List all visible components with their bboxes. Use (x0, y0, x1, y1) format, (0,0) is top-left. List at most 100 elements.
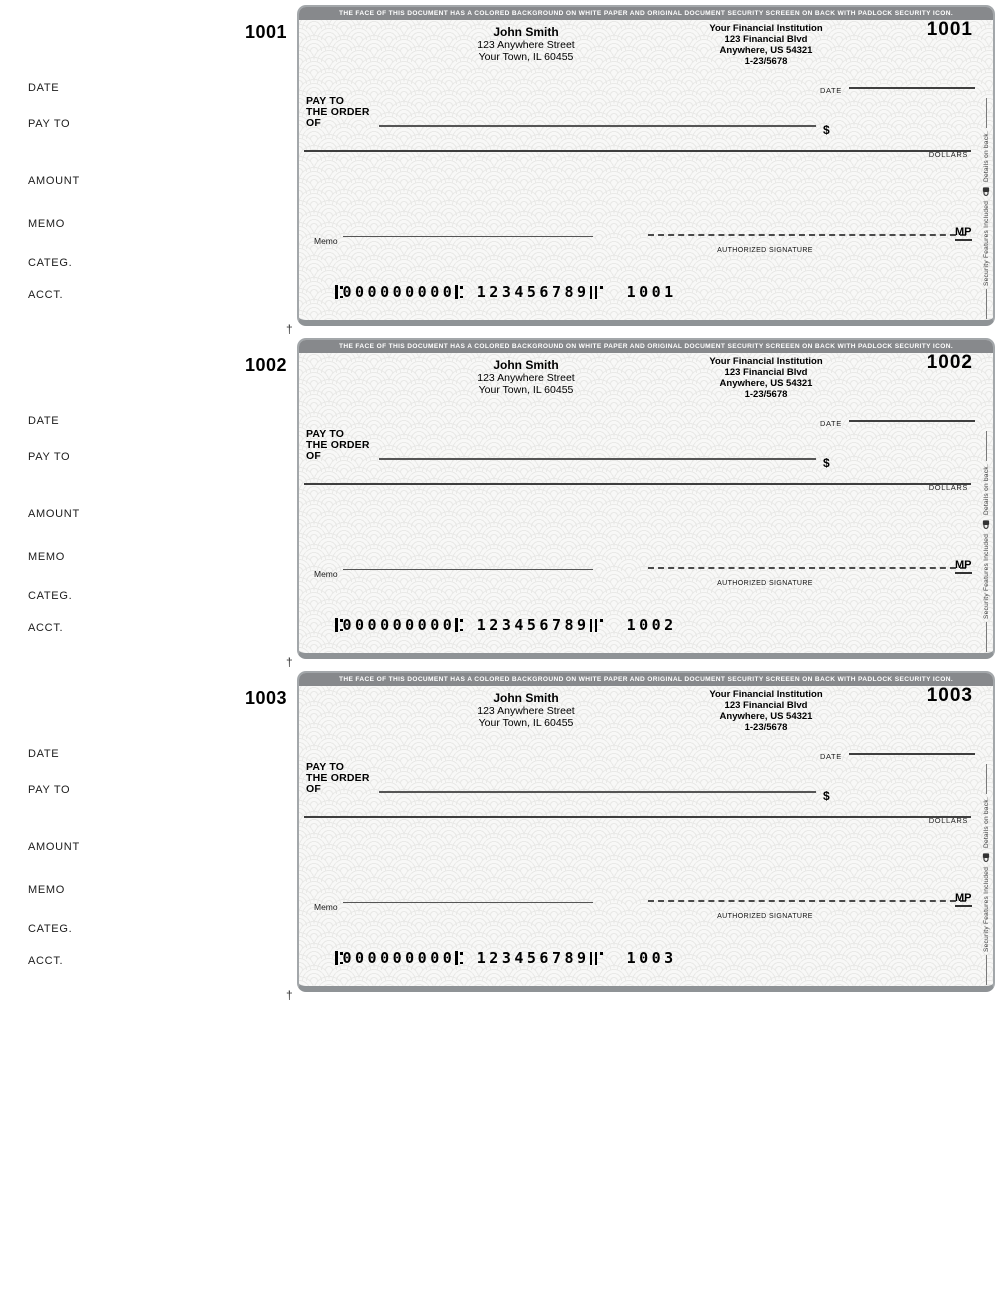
check-unit: 1002 DATE PAY TO AMOUNT MEMO CATEG. ACCT… (0, 338, 1000, 671)
stub-label-account: ACCT. (28, 955, 64, 967)
bank-address: 123 Financial Blvd (724, 367, 808, 378)
stub-label-category: CATEG. (28, 257, 73, 269)
micr-line: 000000000 123456789 1002 (335, 616, 677, 634)
security-strip: Security Features Included Details on bac… (981, 689, 992, 985)
details-on-back-text: Details on back. (983, 463, 990, 515)
bank-fraction: 1-23/5678 (744, 722, 788, 733)
strip-line (986, 289, 987, 319)
micr-routing-number: 000000000 (342, 949, 456, 967)
payee-line (379, 791, 816, 793)
micr-check-number: 1002 (626, 616, 677, 634)
date-line (849, 87, 975, 89)
account-holder-block: John Smith 123 Anywhere Street Your Town… (417, 358, 635, 397)
pay-to-line2: THE ORDER (306, 106, 370, 118)
micr-check-number: 1003 (626, 949, 677, 967)
stub-check-number: 1002 (244, 355, 287, 375)
stub-label-account: ACCT. (28, 289, 64, 301)
pay-to-line1: PAY TO (306, 95, 345, 107)
stub-label-account: ACCT. (28, 622, 64, 634)
pay-to-line2: THE ORDER (306, 772, 370, 784)
amount-words-line (304, 816, 971, 818)
bank-block: Your Financial Institution 123 Financial… (671, 689, 861, 733)
details-on-back-text: Details on back. (983, 796, 990, 848)
stub-label-memo: MEMO (28, 884, 66, 896)
account-holder-block: John Smith 123 Anywhere Street Your Town… (417, 692, 635, 730)
strip-line (986, 430, 987, 461)
dollar-sign: $ (823, 789, 830, 803)
bank-address: 123 Financial Blvd (724, 34, 808, 45)
micr-routing-number: 000000000 (342, 616, 456, 634)
microprint-mark: MP (955, 226, 972, 241)
bank-city: Anywhere, US 54321 (719, 711, 813, 722)
bank-fraction: 1-23/5678 (744, 389, 788, 400)
account-holder-name: John Smith (493, 358, 559, 372)
account-holder-address: 123 Anywhere Street (477, 705, 575, 717)
signature-line (648, 567, 966, 569)
amount-words-line (304, 483, 971, 485)
account-holder-address: 123 Anywhere Street (477, 39, 575, 51)
micr-line: 000000000 123456789 1001 (335, 283, 677, 301)
stub-label-memo: MEMO (28, 218, 66, 230)
bank-fraction: 1-23/5678 (744, 56, 788, 67)
date-label: DATE (820, 419, 842, 428)
microprint-mark: MP (955, 892, 972, 907)
amount-words-line (304, 150, 971, 152)
micr-routing-number: 000000000 (342, 283, 456, 301)
micr-transit-icon (455, 285, 463, 299)
stub-label-category: CATEG. (28, 590, 73, 602)
stub-label-amount: AMOUNT (28, 508, 80, 520)
authorized-signature-label: AUTHORIZED SIGNATURE (717, 580, 813, 587)
pay-to-line1: PAY TO (306, 428, 345, 440)
check-body: THE FACE OF THIS DOCUMENT HAS A COLORED … (297, 5, 995, 326)
date-line (849, 753, 975, 755)
bank-address: 123 Financial Blvd (724, 700, 808, 711)
account-holder-name: John Smith (493, 25, 559, 39)
dollars-label: DOLLARS (928, 816, 968, 825)
pay-to-line2: THE ORDER (306, 439, 370, 451)
stub-label-date: DATE (28, 748, 60, 760)
stub-check-number: 1001 (244, 22, 287, 42)
date-line (849, 420, 975, 422)
bank-block: Your Financial Institution 123 Financial… (671, 23, 861, 67)
bank-block: Your Financial Institution 123 Financial… (671, 356, 861, 400)
cut-mark: † (286, 988, 293, 1002)
memo-label: Memo (314, 569, 338, 579)
account-holder-block: John Smith 123 Anywhere Street Your Town… (417, 25, 635, 64)
pay-to-line3: OF (306, 117, 321, 129)
padlock-icon (983, 853, 990, 862)
stub-label-category: CATEG. (28, 923, 73, 935)
stub-label-pay-to: PAY TO (28, 784, 71, 796)
micr-check-number: 1001 (626, 283, 677, 301)
security-banner: THE FACE OF THIS DOCUMENT HAS A COLORED … (299, 673, 993, 686)
memo-line (343, 902, 593, 903)
check-number: 1003 (926, 685, 973, 706)
padlock-icon (983, 520, 990, 529)
security-features-text: Security Features Included (983, 866, 990, 952)
micr-transit-icon (455, 618, 463, 632)
check-unit: 1001 DATE PAY TO AMOUNT MEMO CATEG. ACCT… (0, 5, 1000, 338)
bank-city: Anywhere, US 54321 (719, 378, 813, 389)
strip-line (986, 97, 987, 128)
check-body: THE FACE OF THIS DOCUMENT HAS A COLORED … (297, 671, 995, 992)
micr-account-number: 123456789 (476, 283, 590, 301)
security-banner: THE FACE OF THIS DOCUMENT HAS A COLORED … (299, 340, 993, 353)
micr-account-number: 123456789 (476, 616, 590, 634)
micr-transit-icon (335, 951, 343, 965)
stub-label-amount: AMOUNT (28, 841, 80, 853)
bank-name: Your Financial Institution (709, 23, 823, 34)
security-features-text: Security Features Included (983, 533, 990, 619)
micr-line: 000000000 123456789 1003 (335, 949, 677, 967)
micr-account-number: 123456789 (476, 949, 590, 967)
micr-on-us-icon (589, 951, 603, 965)
pay-to-line3: OF (306, 783, 321, 795)
padlock-icon (983, 187, 990, 196)
signature-line (648, 234, 966, 236)
dollars-label: DOLLARS (928, 483, 968, 492)
stub-label-amount: AMOUNT (28, 175, 80, 187)
strip-line (986, 763, 987, 794)
bank-city: Anywhere, US 54321 (719, 45, 813, 56)
signature-line (648, 900, 966, 902)
date-label: DATE (820, 752, 842, 761)
memo-line (343, 569, 593, 570)
